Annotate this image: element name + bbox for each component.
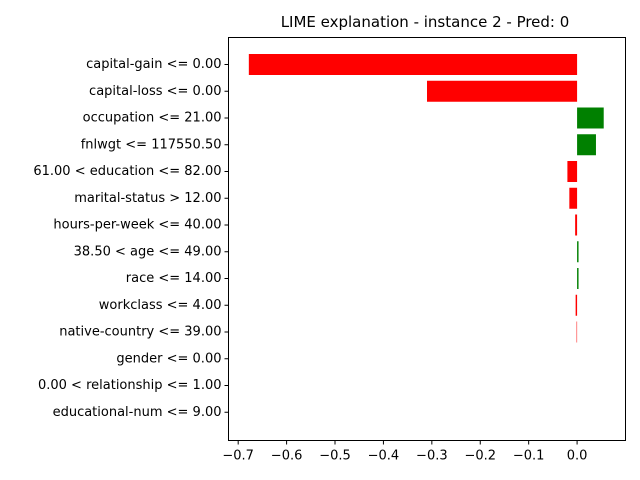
y-tick-label-13: educational-num <= 9.00 [53, 405, 222, 420]
x-axis: −0.7 −0.6 −0.5 −0.4 −0.3 −0.2 −0.1 0.0 [222, 440, 588, 464]
y-tick-label-9: workclass <= 4.00 [99, 298, 222, 313]
y-tick-label-10: native-country <= 39.00 [59, 325, 221, 340]
y-tick-label-3: fnlwgt <= 117550.50 [81, 137, 222, 152]
y-tick-label-6: hours-per-week <= 40.00 [53, 218, 221, 233]
y-tick-label-7: 38.50 < age <= 49.00 [74, 244, 222, 259]
bar-5 [569, 187, 578, 209]
bar-6 [575, 214, 578, 236]
x-tick-label-1: −0.6 [271, 449, 303, 464]
y-tick-label-8: race <= 14.00 [126, 271, 222, 286]
x-tick-label-4: −0.3 [416, 449, 448, 464]
y-tick-label-5: marital-status > 12.00 [74, 191, 221, 206]
x-tick-label-0: −0.7 [222, 449, 254, 464]
bar-9 [575, 294, 578, 316]
plot-frame [228, 37, 626, 441]
x-tick-label-7: 0.0 [567, 449, 588, 464]
chart-title: LIME explanation - instance 2 - Pred: 0 [281, 13, 570, 31]
bar-8 [577, 268, 579, 289]
bar-3 [577, 134, 596, 156]
bar-2 [577, 107, 604, 129]
bar-4 [567, 161, 578, 182]
x-tick-label-6: −0.1 [513, 449, 545, 464]
y-tick-label-12: 0.00 < relationship <= 1.00 [38, 378, 222, 393]
x-tick-label-2: −0.5 [319, 449, 351, 464]
y-tick-label-2: occupation <= 21.00 [83, 111, 222, 126]
y-axis: capital-gain <= 0.00 capital-loss <= 0.00… [33, 57, 229, 420]
y-tick-label-11: gender <= 0.00 [116, 351, 221, 366]
x-tick-label-3: −0.4 [368, 449, 400, 464]
y-tick-label-1: capital-loss <= 0.00 [89, 84, 221, 99]
bars-layer [248, 54, 604, 343]
y-tick-label-4: 61.00 < education <= 82.00 [33, 164, 221, 179]
y-tick-label-0: capital-gain <= 0.00 [86, 57, 221, 72]
bar-7 [577, 241, 579, 263]
bar-1 [427, 80, 578, 102]
x-tick-label-5: −0.2 [464, 449, 496, 464]
bar-0 [248, 54, 578, 75]
